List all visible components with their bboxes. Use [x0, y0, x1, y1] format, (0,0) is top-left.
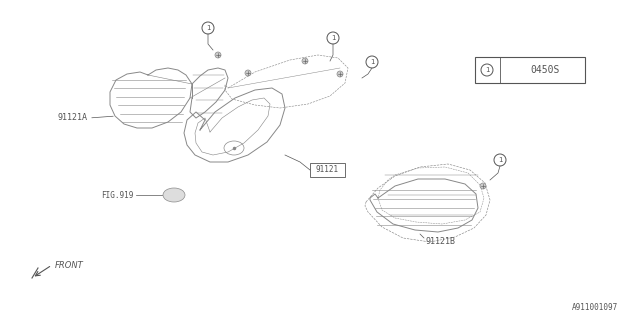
Circle shape	[215, 52, 221, 58]
Text: 0450S: 0450S	[531, 65, 560, 75]
Text: A911001097: A911001097	[572, 303, 618, 312]
Text: 1: 1	[370, 59, 374, 65]
Text: 1: 1	[205, 25, 211, 31]
Circle shape	[480, 183, 486, 189]
Text: 1: 1	[331, 35, 335, 41]
Text: 91121A: 91121A	[57, 114, 87, 123]
Text: FRONT: FRONT	[55, 260, 84, 269]
Text: 91121B: 91121B	[426, 237, 456, 246]
Text: 91121: 91121	[316, 165, 339, 174]
Ellipse shape	[163, 188, 185, 202]
Text: 1: 1	[498, 157, 502, 163]
Text: FIG.919: FIG.919	[102, 190, 134, 199]
Circle shape	[245, 70, 251, 76]
Circle shape	[337, 71, 343, 77]
FancyBboxPatch shape	[310, 163, 345, 177]
Text: 1: 1	[484, 67, 489, 73]
Circle shape	[302, 58, 308, 64]
